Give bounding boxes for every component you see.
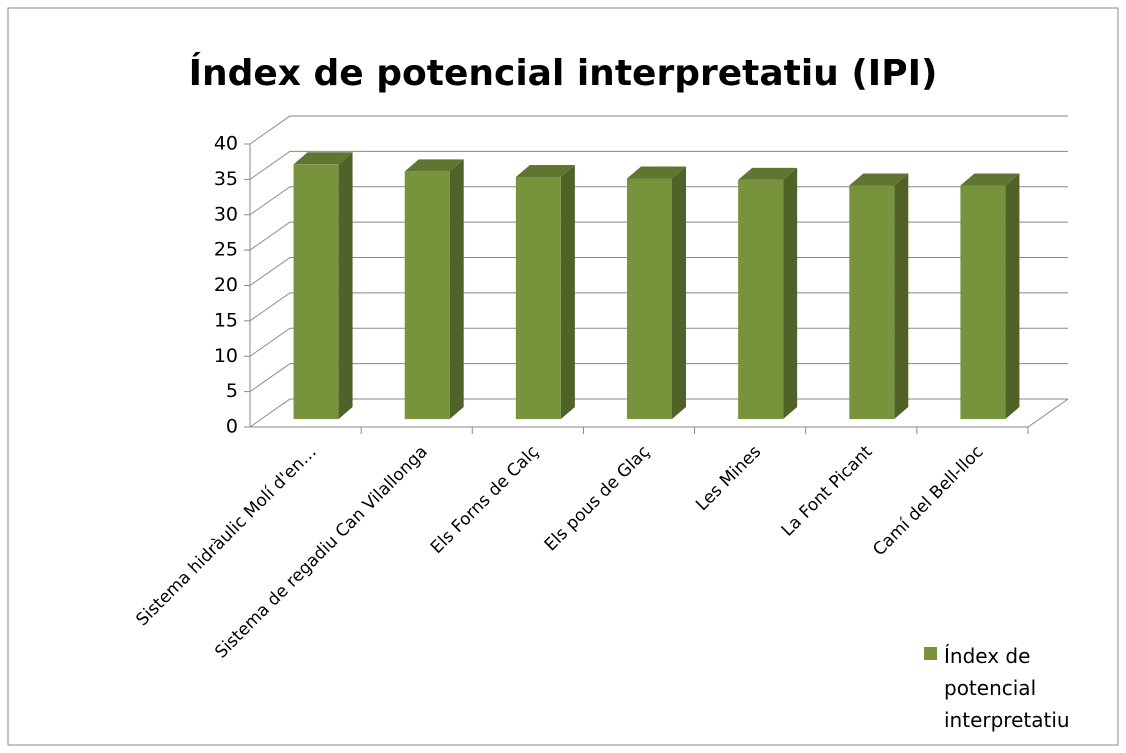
bar-top (849, 173, 909, 186)
legend: Índex de potencial interpretatiu (944, 640, 1094, 736)
y-tick-label: 15 (214, 309, 238, 331)
y-tick-label: 10 (214, 345, 238, 367)
bar-top (627, 166, 686, 179)
bar-top (515, 165, 575, 178)
legend-swatch (924, 647, 937, 660)
bar-top (738, 167, 798, 180)
bar (738, 179, 784, 419)
grid-line (249, 186, 1068, 216)
grid-line (249, 398, 1068, 428)
bar-side (1005, 173, 1020, 419)
bar-side (783, 167, 798, 419)
y-tick-label: 25 (214, 239, 238, 261)
bar-top (960, 173, 1020, 186)
bar (515, 177, 561, 419)
bar-side (338, 152, 353, 420)
bar (960, 185, 1006, 419)
bar-side (672, 166, 686, 419)
legend-label: Índex de potencial interpretatiu (944, 644, 1070, 732)
grid-line (249, 115, 1068, 145)
y-tick-label: 40 (214, 133, 238, 155)
grid-line (249, 292, 1068, 322)
y-tick-label: 0 (226, 416, 238, 438)
bar (293, 164, 339, 419)
bar-side (560, 165, 575, 419)
bar-top (293, 152, 353, 165)
y-tick-label: 20 (214, 274, 238, 296)
y-tick-label: 30 (214, 203, 238, 225)
grid-line (249, 363, 1068, 393)
bar-side (894, 173, 909, 419)
chart-title: Índex de potencial interpretatiu (IPI) (189, 52, 938, 94)
grid-line (249, 327, 1068, 357)
grid-line (249, 221, 1068, 251)
bar-side (449, 159, 464, 419)
bar (627, 178, 672, 419)
grid-line (249, 257, 1068, 286)
y-tick-label: 5 (226, 380, 238, 402)
bar (849, 185, 895, 419)
bar-top (404, 159, 464, 172)
bar (404, 171, 450, 419)
grid-line (249, 150, 1068, 180)
y-tick-label: 35 (214, 168, 238, 190)
